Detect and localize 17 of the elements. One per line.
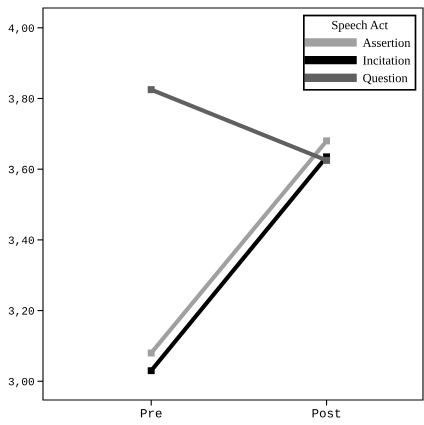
legend-title: Speech Act xyxy=(332,20,388,32)
legend-label: Assertion xyxy=(362,38,410,47)
legend-label: Incitation xyxy=(363,56,410,65)
point xyxy=(323,156,330,164)
y-tick-label: 4,00 xyxy=(8,24,34,34)
x-tick-label: Post xyxy=(312,409,340,418)
y-tick-label: 3,80 xyxy=(8,95,34,104)
point xyxy=(148,86,155,94)
x-tick-label: Pre xyxy=(140,409,162,418)
y-tick-label: 3,20 xyxy=(8,307,34,317)
y-tick-label: 3,00 xyxy=(8,378,34,388)
point xyxy=(148,367,155,374)
point xyxy=(148,350,155,356)
point xyxy=(323,137,330,144)
y-tick-label: 3,60 xyxy=(8,166,34,176)
y-tick-label: 3,40 xyxy=(8,236,34,246)
legend-label: Question xyxy=(363,74,408,84)
